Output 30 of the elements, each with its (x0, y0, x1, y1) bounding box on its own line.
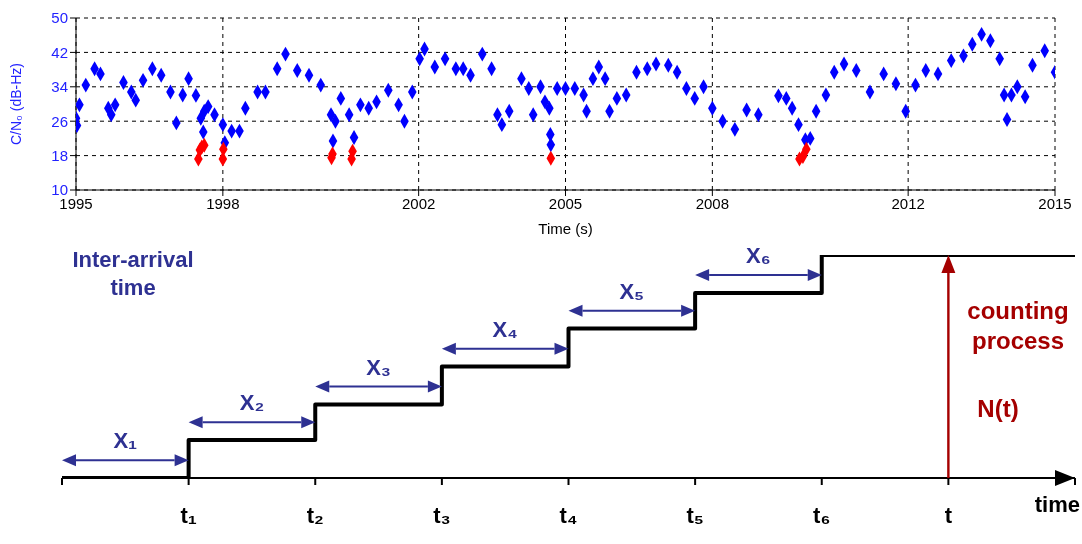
x-tick-label: t₆ (813, 502, 831, 528)
annotation: X₂ (239, 390, 265, 416)
x-tick-label: t₅ (686, 502, 704, 528)
x-tick-label: t₁ (180, 502, 197, 528)
x-tick-label: 2008 (695, 194, 730, 212)
x-tick-label: 2012 (891, 194, 925, 212)
x-tick-label: 2005 (548, 194, 583, 212)
y-tick-label: 42 (51, 43, 68, 61)
x-axis-title: Time (s) (538, 220, 593, 237)
y-tick-label: 18 (51, 146, 68, 164)
x-tick-label: t₂ (306, 502, 324, 528)
annotation: X₅ (619, 278, 645, 304)
x-tick-label: t₄ (559, 502, 578, 528)
y-axis-title: C/N₀ (dB-Hz) (7, 62, 24, 146)
annotation: X₁ (113, 428, 138, 454)
x-tick-label: 1998 (206, 194, 240, 212)
y-tick-label: 26 (51, 112, 68, 130)
annotation: X₃ (366, 354, 391, 380)
y-tick-label: 34 (51, 78, 68, 96)
x-tick-label: 2002 (401, 194, 436, 212)
x-tick-label: t (944, 502, 953, 528)
x-tick-label: 2015 (1038, 194, 1072, 212)
annotation: X₄ (492, 316, 518, 342)
annotation: N(t) (976, 394, 1020, 424)
y-tick-label: 50 (51, 9, 68, 27)
annotation: Inter-arrival time (71, 246, 195, 301)
x-tick-label: t₃ (433, 502, 451, 528)
x-axis-title: time (1034, 492, 1080, 518)
annotation: counting process (966, 296, 1070, 356)
annotation: X₆ (746, 243, 771, 269)
